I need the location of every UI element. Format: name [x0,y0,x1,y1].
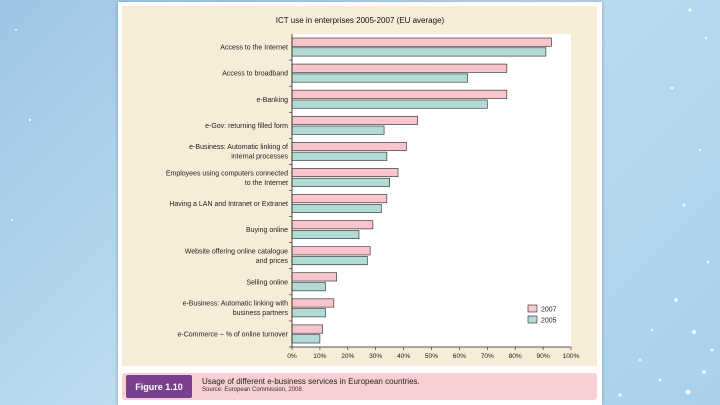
bar-2005 [291,151,388,161]
caption-bar: Figure 1.10 Usage of different e-busines… [122,373,597,400]
caption-text: Usage of different e-business services i… [202,377,420,394]
sparkle-dot [618,393,622,397]
x-tick-label: 50% [425,353,438,360]
x-tick-label: 0% [287,353,297,360]
category-label: and prices [256,258,289,265]
sparkle-dot [638,358,642,362]
bar-2007 [291,194,388,204]
category-label: to the Internet [245,180,288,187]
category-label: internal processes [231,154,288,161]
sparkle-dot [650,328,654,332]
legend: 2007 2005 [527,304,557,324]
bar-2005 [291,334,321,344]
legend-swatch-2005 [527,315,538,324]
bar-2005 [291,177,390,187]
category-label: Website offering online catalogue [185,249,288,256]
category-label: e-Commerce – % of online turnover [178,332,289,339]
bar-2005 [291,203,382,213]
legend-swatch-2007 [527,304,538,313]
category-label: e-Gov: returning filled form [205,123,288,130]
x-tick-label: 40% [397,353,410,360]
sparkle-dot [702,370,706,374]
bar-2005 [291,282,326,292]
caption-description: Usage of different e-business services i… [202,377,420,386]
bar-2007 [291,220,374,230]
x-tick-label: 90% [536,353,549,360]
bar-2007 [291,37,552,47]
bar-2005 [291,230,360,239]
sparkle-dot [28,118,32,122]
sparkle-dot [658,378,662,382]
category-label: e-Banking [256,97,288,104]
category-label: Access to broadband [222,71,288,78]
bar-2007 [291,246,371,256]
bar-2007 [291,272,337,282]
category-label: e-Business: Automatic linking with [183,301,289,308]
legend-label-2007: 2007 [541,306,557,313]
bar-2005 [291,99,488,109]
sparkle-dot [685,389,691,395]
x-tick-label: 70% [481,353,494,360]
bar-2007 [291,142,407,151]
bar-2007 [291,89,508,99]
bar-2005 [291,256,368,266]
bar-2005 [291,73,469,83]
bar-chart: ICT use in enterprises 2005-2007 (EU ave… [166,16,580,360]
sparkle-dot [698,148,702,152]
sparkle-dot [691,329,697,335]
legend-label-2005: 2005 [541,317,557,324]
category-label: Having a LAN and Intranet or Extranet [169,201,288,208]
sparkle-dot [704,36,708,40]
sparkle-dot [688,8,692,12]
category-label: Access to the Internet [220,45,288,52]
sparkle-dot [670,86,674,90]
category-label: Buying online [246,227,288,234]
figure-panel: ICT use in enterprises 2005-2007 (EU ave… [122,6,597,366]
sparkle-dot [11,219,13,221]
x-tick-label: 10% [313,353,326,360]
sparkle-dot [674,298,678,302]
category-label: Employees using computers connected [166,170,288,177]
bar-2007 [291,298,335,308]
caption-source: Source: European Commission, 2008. [202,387,304,393]
plot-area [292,34,571,347]
x-tick-label: 100% [563,353,580,360]
sparkle-dot [682,203,686,207]
category-label: e-Business: Automatic linking of [189,144,288,151]
figure-label: Figure 1.10 [126,375,192,398]
bar-2007 [291,324,323,334]
sparkle-dot [706,260,710,264]
x-tick-label: 20% [341,353,354,360]
category-label: business partners [233,310,289,317]
bar-2007 [291,63,508,73]
category-label: Selling online [246,279,288,286]
chart-title: ICT use in enterprises 2005-2007 (EU ave… [276,16,445,25]
bar-2007 [291,168,399,178]
x-tick-label: 60% [453,353,466,360]
bar-2005 [291,125,385,135]
sparkle-dot [710,348,714,352]
bar-2007 [291,115,418,125]
x-tick-label: 80% [509,353,522,360]
x-tick-label: 30% [369,353,382,360]
sparkle-dot [15,29,17,31]
bar-2005 [291,308,326,318]
bar-2005 [291,47,547,57]
